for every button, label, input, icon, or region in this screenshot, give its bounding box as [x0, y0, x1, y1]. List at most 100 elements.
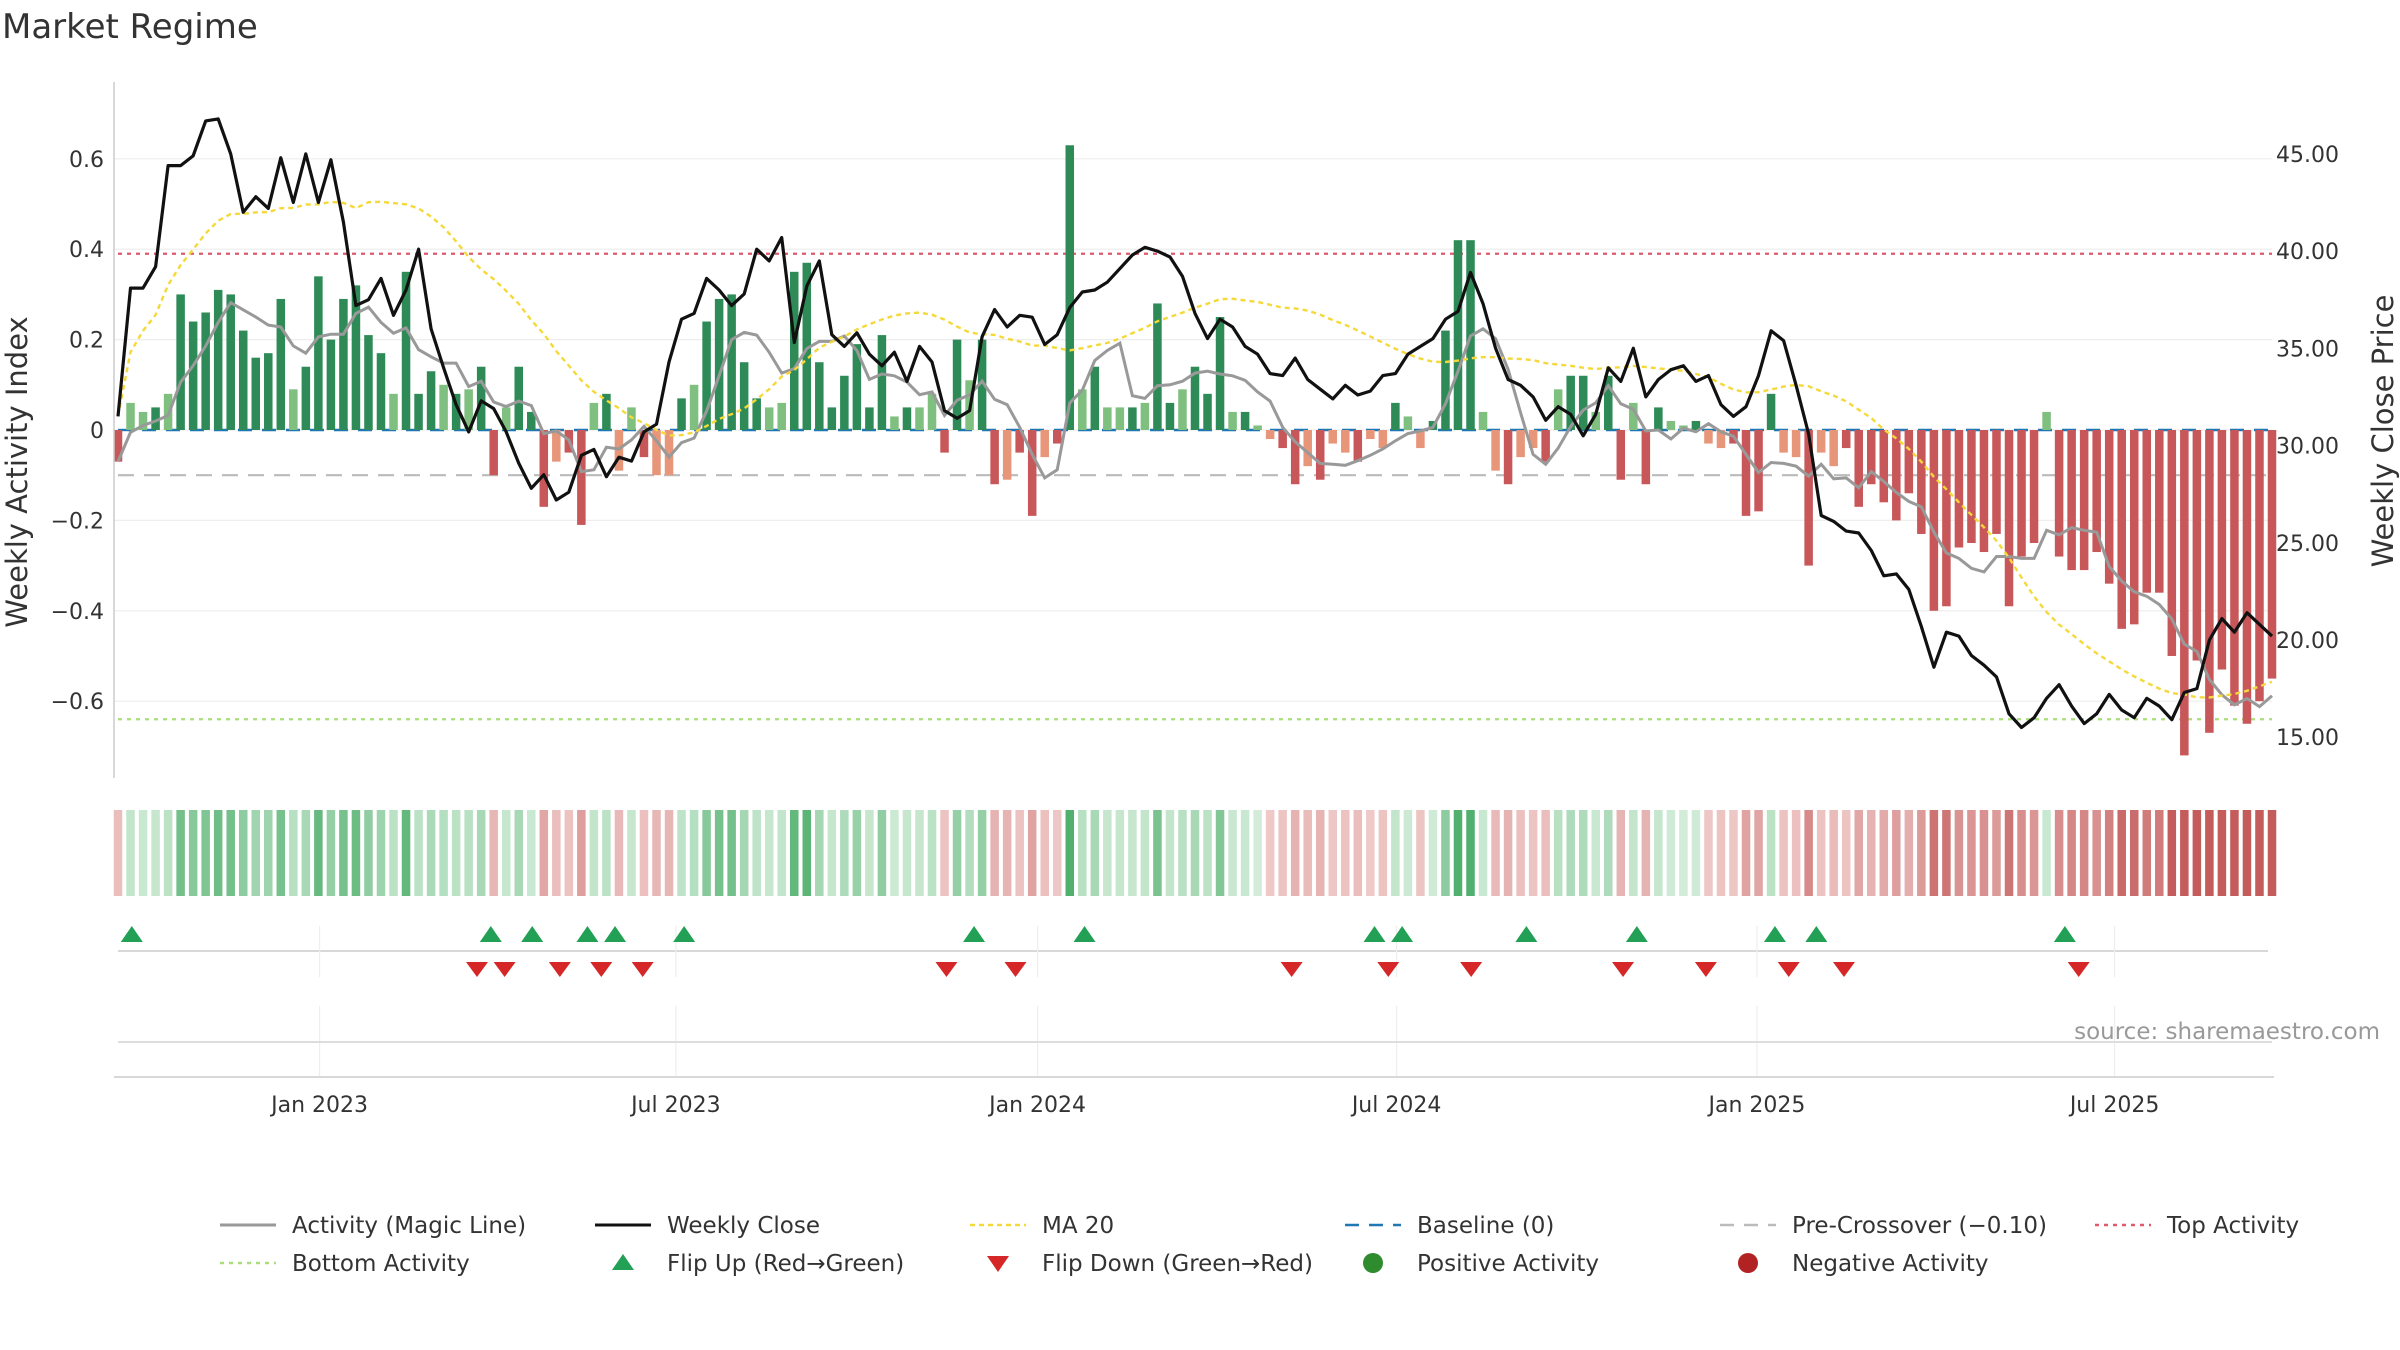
activity-bar-75	[1052, 430, 1062, 444]
activity-bar-14	[289, 389, 298, 430]
activity-bar-78	[1090, 366, 1100, 430]
heat-cell-165	[2180, 810, 2189, 896]
heat-cell-29	[476, 810, 486, 896]
activity-bar-101	[1378, 430, 1388, 449]
activity-bar-162	[2142, 430, 2152, 593]
activity-bar-151	[2004, 430, 2014, 607]
heat-cell-72	[1015, 810, 1024, 896]
activity-bar-26	[439, 384, 448, 430]
legend-label-r1-3: Baseline (0)	[1417, 1213, 1554, 1239]
activity-bar-167	[2205, 430, 2214, 733]
heat-cell-124	[1666, 810, 1676, 896]
activity-bar-165	[2180, 430, 2189, 756]
legend-swatch-r2-4	[1738, 1253, 1758, 1273]
heat-cell-145	[1929, 810, 1939, 896]
heat-cell-108	[1466, 810, 1475, 896]
heat-cell-3	[151, 810, 160, 896]
activity-bar-144	[1917, 430, 1926, 534]
activity-bar-1	[126, 402, 135, 430]
activity-bar-44	[664, 430, 674, 476]
left-y-tick-4: −0.2	[51, 509, 104, 534]
heat-cell-34	[539, 810, 549, 896]
activity-bar-47	[702, 321, 711, 430]
activity-bar-12	[264, 353, 273, 430]
activity-bar-168	[2217, 430, 2227, 670]
activity-bar-107	[1453, 240, 1463, 430]
activity-bar-81	[1128, 407, 1137, 430]
activity-bar-74	[1040, 430, 1049, 458]
activity-bar-71	[1002, 430, 1012, 480]
activity-bar-120	[1616, 430, 1626, 480]
activity-bar-132	[1766, 393, 1776, 430]
activity-bar-25	[426, 371, 436, 430]
regime-heat-strip	[113, 810, 2277, 896]
legend-label-r2-3: Positive Activity	[1417, 1251, 1599, 1277]
heat-cell-85	[1178, 810, 1187, 896]
heat-cell-30	[489, 810, 498, 896]
heat-cell-75	[1052, 810, 1062, 896]
heat-cell-114	[1541, 810, 1550, 896]
heat-cell-67	[952, 810, 962, 896]
flip-down-marker-6	[1004, 962, 1027, 977]
heat-cell-117	[1578, 810, 1588, 896]
activity-bar-15	[301, 366, 311, 430]
activity-bar-37	[577, 430, 586, 525]
flip-down-marker-3	[590, 962, 613, 977]
activity-bar-46	[689, 384, 699, 430]
activity-bar-48	[714, 298, 724, 430]
heat-cell-41	[627, 810, 636, 896]
right-y-tick-4: 25.00	[2276, 532, 2339, 557]
activity-bar-112	[1516, 430, 1525, 458]
activity-bar-66	[940, 430, 949, 453]
activity-bar-127	[1704, 430, 1713, 444]
activity-bar-62	[890, 416, 899, 430]
activity-bar-51	[752, 398, 761, 430]
heat-cell-83	[1153, 810, 1162, 896]
activity-bar-28	[464, 389, 473, 430]
activity-bar-169	[2230, 430, 2239, 706]
heat-cell-47	[702, 810, 711, 896]
heat-cell-74	[1040, 810, 1049, 896]
heat-cell-88	[1215, 810, 1225, 896]
heat-cell-68	[965, 810, 974, 896]
x-tick-3: Jul 2024	[1350, 1093, 1442, 1118]
activity-bar-9	[226, 294, 235, 430]
activity-bar-146	[1942, 430, 1951, 607]
heat-cell-167	[2205, 810, 2214, 896]
activity-bar-77	[1078, 389, 1087, 430]
heat-cell-44	[664, 810, 674, 896]
legend-label-r2-4: Negative Activity	[1792, 1251, 1989, 1277]
activity-bar-86	[1190, 366, 1200, 430]
heat-cell-14	[289, 810, 298, 896]
heat-cell-161	[2129, 810, 2139, 896]
activity-bar-73	[1027, 430, 1037, 516]
activity-bar-7	[201, 312, 210, 430]
heat-cell-137	[1829, 810, 1838, 896]
heat-cell-43	[652, 810, 661, 896]
legend-swatch-r2-3	[1363, 1253, 1383, 1273]
heat-cell-152	[2017, 810, 2026, 896]
activity-bar-145	[1929, 430, 1939, 611]
heat-cell-64	[915, 810, 924, 896]
left-y-axis-label: Weekly Activity Index	[0, 316, 34, 627]
bottom-panel	[114, 1006, 2274, 1078]
heat-cell-119	[1604, 810, 1613, 896]
heat-cell-89	[1228, 810, 1237, 896]
activity-bar-56	[815, 362, 824, 430]
heat-cell-162	[2142, 810, 2152, 896]
heat-cell-99	[1353, 810, 1363, 896]
activity-bar-85	[1178, 389, 1187, 430]
heat-cell-110	[1491, 810, 1500, 896]
legend-swatch-r2-1	[612, 1254, 634, 1270]
activity-bar-30	[489, 430, 498, 476]
heat-cell-151	[2004, 810, 2014, 896]
heat-cell-141	[1879, 810, 1889, 896]
heat-cell-55	[802, 810, 812, 896]
activity-bar-163	[2155, 430, 2164, 593]
activity-bar-29	[476, 366, 486, 430]
heat-cell-5	[176, 810, 185, 896]
heat-cell-149	[1979, 810, 1989, 896]
legend-label-r1-5: Top Activity	[2166, 1213, 2299, 1239]
heat-cell-136	[1816, 810, 1826, 896]
